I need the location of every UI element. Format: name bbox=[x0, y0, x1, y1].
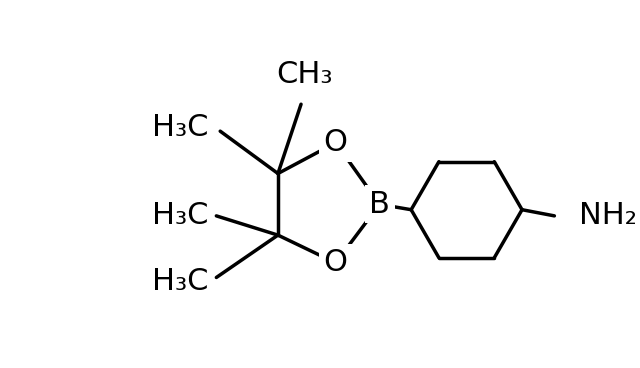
Text: O: O bbox=[324, 248, 348, 277]
Text: H₃C: H₃C bbox=[152, 267, 209, 296]
Text: H₃C: H₃C bbox=[152, 113, 209, 142]
Text: B: B bbox=[369, 190, 390, 219]
Text: NH₂: NH₂ bbox=[579, 201, 637, 230]
Text: CH₃: CH₃ bbox=[276, 60, 333, 89]
Text: O: O bbox=[324, 128, 348, 157]
Text: H₃C: H₃C bbox=[152, 201, 209, 230]
